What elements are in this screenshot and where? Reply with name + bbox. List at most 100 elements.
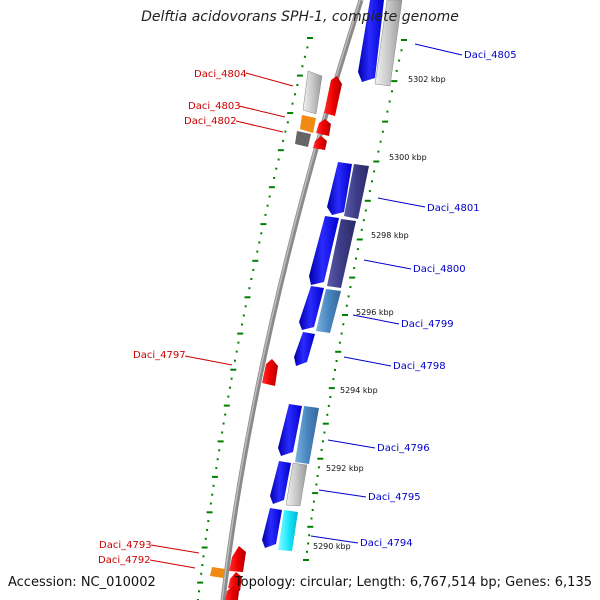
scale-dot bbox=[308, 534, 311, 537]
gene-daci-4802-product bbox=[295, 131, 311, 147]
scale-dot bbox=[373, 170, 376, 173]
scale-dot bbox=[301, 65, 304, 68]
scale-dot bbox=[252, 268, 255, 271]
scale-dot bbox=[388, 100, 391, 103]
scale-dot bbox=[221, 431, 224, 434]
scale-dot bbox=[329, 396, 332, 398]
scale-dot bbox=[260, 223, 267, 226]
gene-label-daci-4805[interactable]: Daci_4805 bbox=[464, 50, 517, 61]
scale-dot bbox=[217, 440, 224, 443]
scale-dot bbox=[268, 195, 271, 198]
scale-dot bbox=[235, 350, 238, 353]
gene-label-daci-4796[interactable]: Daci_4796 bbox=[377, 443, 430, 454]
scale-dot bbox=[342, 323, 345, 326]
scale-dot bbox=[284, 130, 287, 133]
gene-label-daci-4793[interactable]: Daci_4793 bbox=[99, 540, 152, 551]
scale-dot bbox=[222, 422, 225, 425]
scale-dot bbox=[328, 387, 335, 390]
gene-daci-4796-arrow bbox=[278, 404, 302, 456]
scale-dot bbox=[332, 378, 335, 381]
scale-dot bbox=[368, 190, 371, 193]
gene-label-daci-4803[interactable]: Daci_4803 bbox=[188, 101, 241, 112]
gene-label-daci-4802[interactable]: Daci_4802 bbox=[184, 116, 237, 127]
gene-label-daci-4797[interactable]: Daci_4797 bbox=[133, 350, 186, 361]
scale-dot bbox=[335, 350, 342, 353]
gene-label-daci-4800[interactable]: Daci_4800 bbox=[413, 264, 466, 275]
gene-label-daci-4795[interactable]: Daci_4795 bbox=[368, 492, 421, 503]
scale-dot bbox=[362, 219, 365, 222]
forward-features bbox=[210, 70, 342, 600]
scale-dot bbox=[229, 386, 231, 389]
scale-dot bbox=[277, 158, 280, 161]
scale-dot bbox=[202, 555, 205, 558]
gene-daci-4800-product bbox=[327, 219, 356, 288]
gene-label-daci-4801[interactable]: Daci_4801 bbox=[427, 203, 480, 214]
scale-dot bbox=[287, 112, 294, 114]
scale-dot bbox=[206, 529, 209, 531]
scale-dot bbox=[230, 377, 233, 380]
gene-daci-4799-arrow bbox=[299, 286, 324, 330]
scale-tick-label: 5296 kbp bbox=[356, 308, 394, 317]
gene-label-daci-4798[interactable]: Daci_4798 bbox=[393, 361, 446, 372]
scale-dot bbox=[327, 404, 330, 407]
scale-dot bbox=[201, 564, 204, 567]
gene-label-daci-4792[interactable]: Daci_4792 bbox=[98, 555, 151, 566]
scale-dot bbox=[266, 204, 269, 207]
scale-dot bbox=[215, 467, 218, 470]
scale-dot bbox=[211, 493, 214, 496]
map-title: Delftia acidovorans SPH-1, complete geno… bbox=[141, 9, 459, 25]
scale-dot bbox=[307, 542, 310, 545]
scale-dot bbox=[349, 276, 356, 279]
gene-daci-4795-product bbox=[285, 462, 308, 507]
scale-dot bbox=[198, 590, 200, 593]
scale-dot bbox=[277, 149, 284, 152]
gene-daci-4799-product bbox=[316, 289, 341, 333]
gene-daci-4791-arrow bbox=[225, 586, 239, 600]
reverse-features bbox=[262, 0, 403, 551]
scale-dot bbox=[307, 525, 314, 528]
scale-dot bbox=[353, 267, 356, 270]
scale-dot bbox=[212, 484, 215, 487]
scale-dot bbox=[334, 369, 336, 371]
gene-label-daci-4804[interactable]: Daci_4804 bbox=[194, 69, 247, 80]
scale-dot bbox=[223, 404, 230, 407]
scale-dot bbox=[391, 80, 398, 83]
gene-labels-right: Daci_4805 Daci_4801 Daci_4800 Daci_4799 … bbox=[360, 50, 517, 549]
scale-dot bbox=[224, 413, 227, 416]
scale-dot bbox=[360, 228, 363, 231]
gene-label-daci-4799[interactable]: Daci_4799 bbox=[401, 319, 454, 330]
scale-dot bbox=[326, 413, 329, 416]
scale-dot bbox=[258, 241, 261, 244]
scale-dot bbox=[315, 483, 318, 486]
scale-dot bbox=[248, 287, 251, 290]
scale-dot bbox=[296, 74, 303, 77]
scale-dot bbox=[200, 572, 203, 575]
scale-dot bbox=[386, 110, 389, 113]
gene-label-daci-4794[interactable]: Daci_4794 bbox=[360, 538, 413, 549]
scale-dot bbox=[355, 257, 357, 260]
scale-dot bbox=[275, 167, 278, 170]
scale-dot bbox=[381, 130, 384, 133]
scale-dot bbox=[296, 84, 299, 86]
scale-dot bbox=[227, 395, 230, 398]
scale-dot bbox=[244, 305, 247, 308]
accession-text: Accession: NC_010002 bbox=[8, 575, 156, 590]
scale-dot bbox=[347, 295, 350, 298]
scale-dot bbox=[207, 520, 210, 523]
gene-daci-4800-arrow bbox=[309, 216, 339, 285]
scale-dot bbox=[244, 296, 251, 299]
scale-dot bbox=[311, 509, 314, 511]
scale-dot bbox=[201, 546, 208, 549]
gene-daci-4804-arrow bbox=[324, 76, 342, 116]
gene-daci-4796-product bbox=[295, 406, 319, 464]
scale-dot bbox=[335, 360, 338, 362]
scale-dot bbox=[306, 46, 309, 49]
scale-dot bbox=[317, 457, 324, 460]
scale-dot bbox=[216, 458, 219, 461]
scale-dot bbox=[303, 55, 306, 58]
scale-dot bbox=[307, 37, 313, 39]
scale-dot bbox=[364, 209, 367, 212]
scale-dot bbox=[391, 90, 393, 93]
scale-dot bbox=[286, 121, 289, 124]
